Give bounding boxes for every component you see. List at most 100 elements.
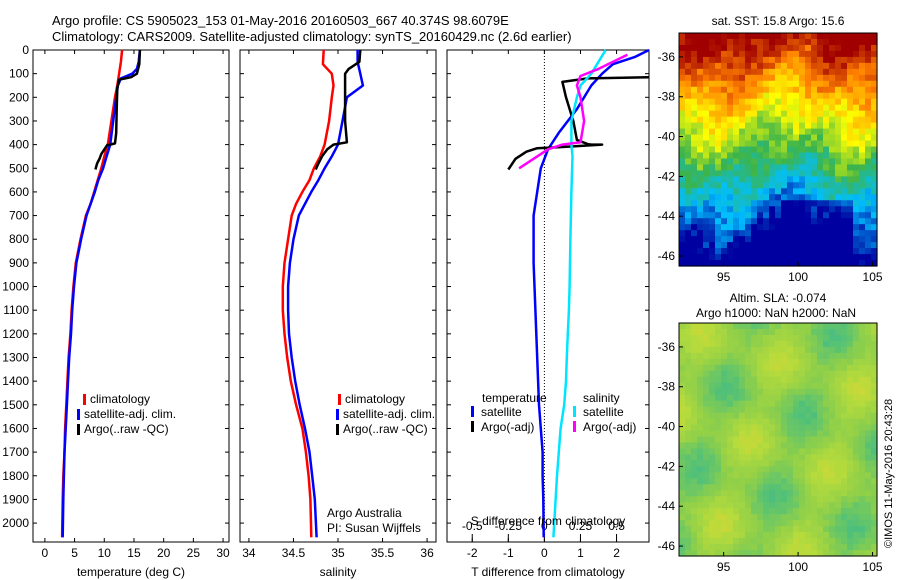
map-cell [751,406,758,414]
map-y-tick-label: -42 [658,459,676,473]
map-cell [811,346,818,354]
map-cell [703,538,710,545]
map-cell [841,526,848,533]
map-cell [739,514,746,521]
map-cell [679,98,686,106]
map-cell [763,388,770,396]
map-cell [727,68,734,76]
map-cell [757,152,764,160]
map-cell [829,104,836,112]
map-cell [817,388,824,396]
map-cell [799,508,806,515]
map-cell [793,164,800,172]
map-cell [697,146,704,154]
map-cell [721,394,728,402]
map-cell [715,38,722,46]
map-cell [769,502,776,509]
map-cell [745,430,752,438]
map-cell [739,436,746,444]
map-cell [817,472,824,479]
map-cell [751,254,758,261]
map-cell [775,224,782,231]
map-cell [769,62,776,70]
map-cell [769,164,776,172]
map-cell [733,358,740,366]
map-cell [841,80,848,88]
map-cell [751,532,758,539]
map-cell [769,496,776,503]
map-cell [739,406,746,414]
map-cell [853,218,860,225]
map-cell [793,50,800,58]
map-cell [709,526,716,533]
map-cell [703,68,710,76]
map-cell [787,478,794,485]
map-cell [739,128,746,136]
map-cell [871,158,878,166]
map-cell [697,526,704,533]
map-cell [871,128,878,136]
map-cell [721,164,728,172]
map-cell [793,260,800,267]
map-cell [757,86,764,94]
map-cell [811,236,818,243]
map-cell [817,194,824,201]
map-cell [679,442,686,450]
map-cell [859,38,866,46]
map-cell [721,68,728,76]
map-cell [775,544,782,551]
map-cell [763,98,770,106]
map-cell [793,340,800,348]
map-cell [829,146,836,154]
map-cell [871,200,878,207]
map-cell [865,538,872,545]
map-cell [859,146,866,154]
map-cell [733,74,740,82]
map-cell [823,418,830,426]
map-cell [817,170,824,177]
map-cell [865,358,872,366]
map-cell [769,182,776,189]
map-cell [763,116,770,124]
map-cell [799,92,806,100]
map-cell [871,484,878,491]
map-cell [721,478,728,485]
map-cell [715,460,722,467]
map-cell [757,254,764,261]
x-tick-label: 35.5 [371,546,395,560]
map-cell [841,406,848,414]
map-cell [769,430,776,438]
map-cell [739,520,746,527]
map-cell [835,182,842,189]
map-cell [835,334,842,342]
map-cell [715,50,722,58]
map-cell [847,188,854,195]
map-cell [781,176,788,183]
map-cell [835,323,842,330]
map-cell [679,382,686,390]
map-cell [709,490,716,497]
map-cell [811,400,818,408]
map-cell [679,68,686,76]
map-cell [721,134,728,142]
map-cell [691,92,698,100]
map-cell [739,56,746,64]
map-cell [793,248,800,255]
map-cell [787,484,794,491]
map-cell [763,38,770,46]
map-cell [805,388,812,396]
map-cell [745,242,752,249]
map-cell [793,92,800,100]
map-cell [835,242,842,249]
map-cell [769,418,776,426]
map-x-tick-label: 100 [788,560,808,574]
map-cell [859,110,866,118]
map-cell [835,86,842,94]
map-cell [733,152,740,160]
map-cell [841,116,848,124]
map-cell [709,98,716,106]
map-cell [757,92,764,100]
map-cell [697,230,704,237]
x-tick-label: 36 [420,546,434,560]
map-cell [685,424,692,432]
